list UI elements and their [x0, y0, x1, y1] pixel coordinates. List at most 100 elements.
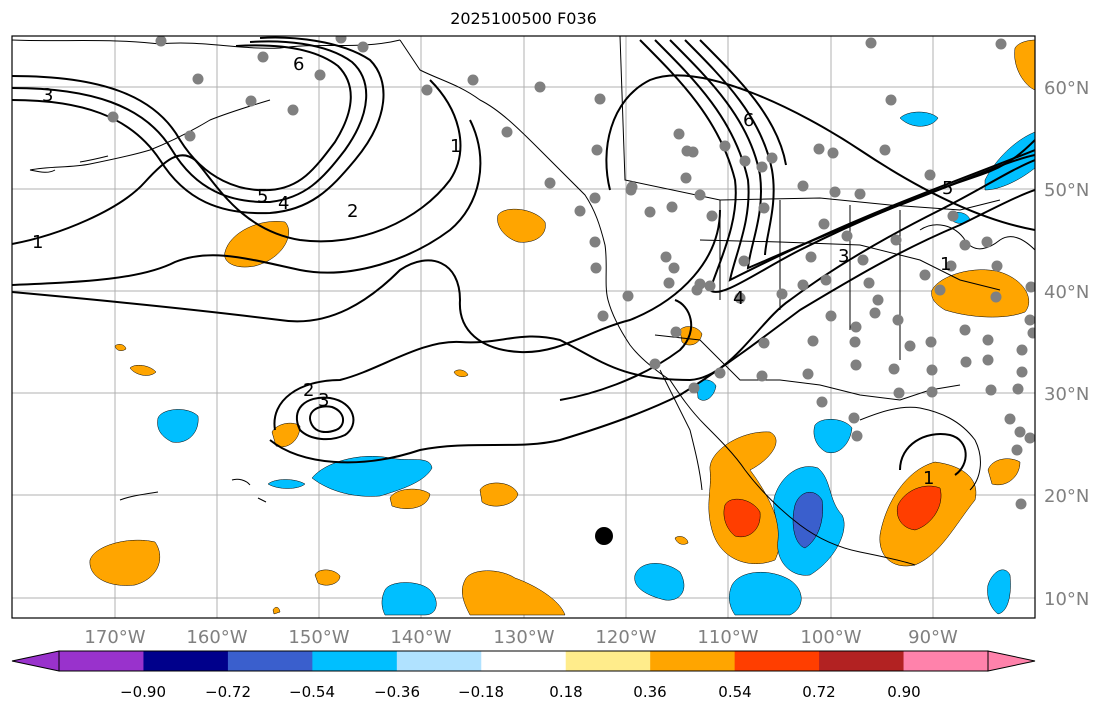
positive-anomaly-region — [89, 539, 161, 586]
colorbar-cell — [312, 651, 398, 671]
station-dot — [688, 382, 700, 394]
contour-label: 1 — [450, 136, 461, 157]
map-frame — [11, 35, 1036, 619]
contour-line — [684, 39, 775, 256]
aleutian-islands — [29, 155, 109, 173]
colorbar-tick-label: −0.18 — [458, 683, 504, 701]
station-dot — [925, 336, 937, 348]
station-dot — [959, 324, 971, 336]
lon-label: 160°W — [186, 627, 247, 648]
station-dot — [597, 310, 609, 322]
station-dot — [649, 358, 661, 370]
station-dot — [738, 255, 750, 267]
station-dot — [919, 269, 931, 281]
station-dot — [660, 251, 672, 263]
hawaii-islands — [119, 478, 267, 503]
station-dot — [879, 144, 891, 156]
contour-label: 1 — [940, 254, 951, 275]
station-dot — [184, 130, 196, 142]
contour-label: 3 — [318, 390, 329, 411]
lon-label: 110°W — [697, 627, 758, 648]
positive-anomaly-region — [1014, 39, 1035, 91]
strong-negative-region — [792, 492, 823, 549]
station-dot — [756, 370, 768, 382]
colorbar-extend-low — [11, 650, 60, 672]
contour-line — [654, 39, 1035, 282]
colorbar-tick-label: −0.36 — [374, 683, 420, 701]
contour-label: 4 — [278, 193, 289, 214]
station-dot — [827, 147, 839, 159]
colorbar-cell — [819, 651, 905, 671]
positive-anomaly-region — [453, 369, 469, 377]
contour-closed — [295, 396, 355, 441]
station-dot — [850, 359, 862, 371]
station-dot — [849, 336, 861, 348]
contour-line — [559, 299, 693, 401]
contour-line — [273, 159, 1035, 431]
station-dot — [739, 155, 751, 167]
contour-line — [12, 40, 368, 204]
station-dot — [959, 239, 971, 251]
colorbar-tick-labels: −0.90 −0.72 −0.54 −0.36 −0.18 0.18 0.36 … — [120, 683, 921, 701]
station-dot — [1015, 498, 1027, 510]
station-dot — [854, 188, 866, 200]
positive-anomaly-region — [271, 422, 301, 448]
station-dot — [865, 37, 877, 49]
station-dot — [574, 205, 586, 217]
negative-anomaly-region — [899, 111, 939, 127]
lon-label: 130°W — [493, 627, 554, 648]
station-dot — [892, 314, 904, 326]
lon-label: 100°W — [800, 627, 861, 648]
station-dot — [590, 262, 602, 274]
station-dot — [776, 288, 788, 300]
station-dot — [985, 384, 997, 396]
station-dot — [666, 201, 678, 213]
station-dot — [589, 236, 601, 248]
station-dot — [706, 210, 718, 222]
station-dot — [687, 146, 699, 158]
contour-label: 3 — [42, 85, 53, 106]
contour-line — [12, 119, 482, 286]
station-dot — [680, 172, 692, 184]
station-dot — [1011, 444, 1023, 456]
negative-anomaly-region — [634, 563, 685, 601]
contour-line — [12, 44, 352, 192]
station-dot — [594, 93, 606, 105]
station-dot — [820, 274, 832, 286]
positive-anomaly-region — [389, 488, 431, 509]
station-dot — [107, 111, 119, 123]
station-dot — [885, 94, 897, 106]
station-dot — [663, 277, 675, 289]
strong-positive-region — [723, 498, 761, 538]
station-dot — [947, 210, 959, 222]
station-dot — [825, 310, 837, 322]
coastline — [29, 99, 271, 171]
contour-label: 5 — [942, 178, 953, 199]
station-dot — [192, 73, 204, 85]
station-dot — [841, 230, 853, 242]
station-dot — [990, 291, 1002, 303]
station-dot — [758, 337, 770, 349]
station-dot — [1012, 383, 1024, 395]
colorbar-cell — [481, 651, 567, 671]
lat-label: 10°N — [1044, 589, 1089, 610]
lat-label: 50°N — [1044, 180, 1089, 201]
positive-anomaly-region — [987, 458, 1021, 486]
positive-anomaly-region — [931, 269, 1030, 318]
station-dot — [644, 206, 656, 218]
station-dot — [670, 326, 682, 338]
negative-anomaly-region — [813, 419, 853, 454]
contour-label: 6 — [293, 54, 304, 75]
station-dot — [1004, 413, 1016, 425]
station-dot — [982, 334, 994, 346]
station-dot — [544, 177, 556, 189]
station-dot — [888, 363, 900, 375]
colorbar-tick-label: 0.18 — [549, 683, 582, 701]
contour-labels: 6 3 5 4 2 1 1 6 5 3 4 2 3 1 1 — [32, 54, 953, 489]
lon-label: 150°W — [288, 627, 349, 648]
contour-label: 4 — [733, 288, 744, 309]
contour-line — [269, 189, 1035, 464]
station-dot — [926, 364, 938, 376]
station-dot — [893, 387, 905, 399]
